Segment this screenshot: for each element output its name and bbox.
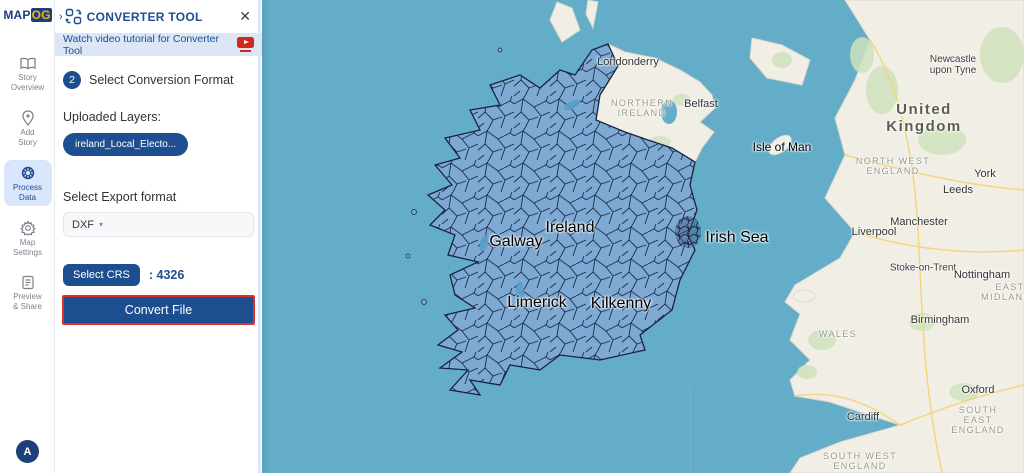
collapse-chevron-icon[interactable]: › <box>59 10 63 23</box>
sidebar-item-story-overview[interactable]: Story Overview <box>4 52 52 96</box>
banner-text: Watch video tutorial for Converter Tool <box>63 32 220 57</box>
uploaded-layer-chip[interactable]: ireland_Local_Electo... <box>63 133 189 156</box>
sidebar-item-label: Story Overview <box>10 73 45 92</box>
sidebar-item-process-data[interactable]: Process Data <box>3 160 52 206</box>
logo-map: MAP <box>3 8 31 22</box>
panel-title: CONVERTER TOOL <box>86 9 203 24</box>
logo-og: OG <box>30 8 52 22</box>
step-number-badge: 2 <box>63 71 81 89</box>
sidebar-item-map-settings[interactable]: Map Settings <box>4 215 52 261</box>
panel-scrollbar[interactable] <box>258 0 261 473</box>
sidebar-item-label: Map Settings <box>13 238 42 257</box>
sidebar-item-preview-share[interactable]: Preview & Share <box>4 270 52 315</box>
converter-tool-icon <box>64 8 82 25</box>
sidebar-item-label: Add Story <box>18 128 37 147</box>
sidebar-item-label: Preview & Share <box>13 292 42 311</box>
app-sidebar: MAPOG Story Overview Add Story Process D… <box>0 0 55 473</box>
sidebar-item-label: Process Data <box>13 183 42 202</box>
crs-value: : 4326 <box>148 268 185 282</box>
gear-icon <box>19 220 36 236</box>
document-icon <box>21 275 34 290</box>
book-icon <box>19 57 36 70</box>
app-logo[interactable]: MAPOG <box>0 8 55 22</box>
close-icon[interactable]: ✕ <box>239 8 251 24</box>
export-format-value: DXF <box>72 218 94 231</box>
process-gear-icon <box>21 166 34 180</box>
export-format-label: Select Export format <box>63 190 177 204</box>
uploaded-layers-label: Uploaded Layers: <box>63 110 161 124</box>
youtube-icon <box>237 37 254 52</box>
chevron-down-icon: ▾ <box>99 220 104 229</box>
export-format-select[interactable]: DXF ▾ <box>63 212 254 237</box>
step-label: Select Conversion Format <box>89 73 234 87</box>
add-pin-icon <box>21 110 34 126</box>
converter-tool-panel: › CONVERTER TOOL ✕ Watch video tutorial … <box>55 0 262 473</box>
video-tutorial-banner[interactable]: Watch video tutorial for Converter Tool <box>55 32 262 57</box>
convert-file-button[interactable]: Convert File <box>62 295 255 325</box>
select-crs-button[interactable]: Select CRS <box>63 264 140 286</box>
user-avatar[interactable]: A <box>16 440 39 463</box>
sidebar-item-add-story[interactable]: Add Story <box>4 105 52 151</box>
basemap-render <box>262 0 1024 473</box>
map-canvas[interactable]: Londonderry NORTHERN IRELAND Belfast Isl… <box>262 0 1024 473</box>
